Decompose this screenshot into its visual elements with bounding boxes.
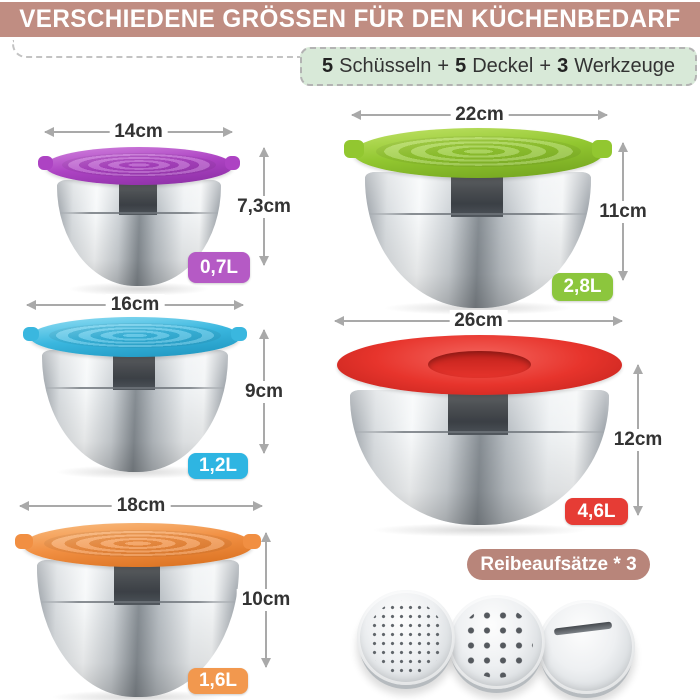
dashed-connector-line (12, 40, 300, 58)
kit-count-bowls: 5 (322, 55, 334, 77)
seam-line (352, 430, 607, 433)
fine-grater-holes (367, 600, 445, 675)
seam-line (367, 212, 589, 215)
kit-word-lids: Deckel (472, 55, 534, 77)
height-label: 9cm (239, 380, 289, 403)
lid-tab-right (591, 140, 612, 158)
seam-line (39, 601, 237, 604)
lid-blue (22, 317, 248, 357)
bowl-shadow (55, 465, 215, 479)
kit-separator: + (539, 55, 552, 77)
height-arrow: 12cm (608, 364, 668, 516)
height-arrow: 7,3cm (232, 147, 296, 266)
title-bar: VERSCHIEDENE GRÖSSEN FÜR DEN KÜCHENBEDAR… (0, 2, 700, 37)
lid-red (337, 335, 622, 395)
width-arrow: 14cm (44, 121, 233, 143)
coarse-grater-disc (448, 595, 545, 689)
grater-badge: Reibeaufsätze * 3 (467, 549, 650, 580)
kit-contents-badge: 5 Schüsseln + 5 Deckel + 3 Werkzeuge (300, 47, 697, 86)
lid-tab-right (230, 326, 248, 341)
lid-rings (61, 152, 217, 177)
height-label: 7,3cm (232, 195, 296, 218)
reflection (448, 391, 508, 435)
height-arrow: 10cm (236, 532, 296, 668)
bowl-group-purple: 14cm 7,3cm 0,7L (20, 105, 320, 296)
reflection (119, 181, 158, 215)
width-arrow: 22cm (351, 104, 608, 126)
volume-badge: 0,7L (188, 252, 250, 283)
reflection (113, 561, 161, 606)
lid-rings (375, 135, 581, 167)
lid-center-cap (428, 350, 531, 379)
height-label: 11cm (594, 200, 652, 223)
height-label: 12cm (608, 429, 668, 451)
lid-tab-left (38, 156, 54, 170)
bowl-shadow (371, 523, 588, 537)
volume-badge: 1,6L (188, 668, 248, 694)
lid-purple (38, 147, 240, 185)
seam-line (43, 386, 227, 389)
kit-count-tools: 3 (557, 55, 569, 77)
bowl-photo-green (344, 128, 612, 315)
lid-green (344, 128, 612, 178)
bowl-group-blue: 16cm 9cm 1,2L (10, 285, 320, 480)
kit-word-bowls: Schüsseln (339, 55, 432, 77)
volume-badge: 1,2L (188, 453, 248, 479)
slicer-disc (538, 600, 635, 694)
width-label: 18cm (111, 495, 171, 517)
grater-attachments-group: Reibeaufsätze * 3 (340, 540, 670, 700)
lid-tab-right (224, 156, 240, 170)
width-arrow: 16cm (26, 294, 244, 316)
height-label: 10cm (236, 589, 296, 611)
slicer-slot (554, 621, 613, 636)
kit-count-lids: 5 (455, 55, 467, 77)
volume-badge: 4,6L (565, 498, 628, 525)
seam-line (58, 211, 220, 214)
bowl-photo-blue (22, 317, 248, 479)
fine-grater-disc (357, 590, 455, 685)
reflection (112, 351, 156, 391)
bowl-group-green: 22cm 11cm 2,8L (330, 95, 695, 315)
coarse-grater-holes (459, 606, 534, 678)
lid-tab-left (14, 533, 34, 550)
width-label: 26cm (449, 310, 508, 332)
lid-tab-left (344, 140, 365, 158)
kit-word-tools: Werkzeuge (574, 55, 675, 77)
lid-rings (48, 323, 222, 349)
bowl-shadow (383, 301, 573, 315)
bowl-group-red: 26cm 12cm 4,6L (330, 305, 695, 537)
width-arrow: 18cm (19, 495, 263, 517)
width-label: 14cm (109, 121, 168, 143)
volume-badge: 2,8L (552, 273, 613, 301)
page-title: VERSCHIEDENE GRÖSSEN FÜR DEN KÜCHENBEDAR… (19, 5, 681, 33)
reflection (450, 173, 503, 217)
lid-tab-left (22, 326, 40, 341)
width-arrow: 26cm (334, 310, 623, 332)
lid-orange (14, 523, 262, 567)
lid-rings (43, 529, 233, 558)
lid-tab-right (242, 533, 262, 550)
height-arrow: 9cm (239, 329, 289, 454)
width-label: 22cm (450, 104, 509, 126)
height-arrow: 11cm (594, 142, 652, 281)
bowl-shadow (67, 282, 211, 296)
bowl-group-orange: 18cm 10cm 1,6L (10, 480, 325, 700)
kit-separator: + (437, 55, 450, 77)
width-label: 16cm (105, 294, 165, 316)
